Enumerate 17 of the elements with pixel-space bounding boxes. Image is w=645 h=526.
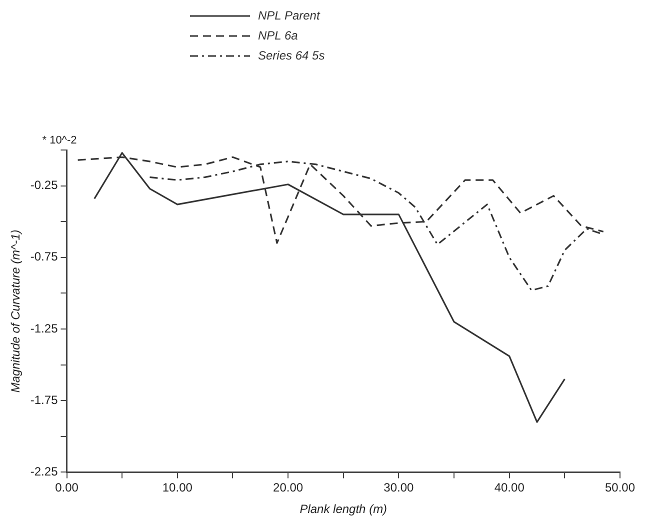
legend-label: NPL 6a xyxy=(258,28,298,42)
y-axis-title: Magnitude of Curvature (m^-1) xyxy=(8,230,23,393)
y-tick-label: -1.75 xyxy=(30,392,58,407)
y-tick-label: -0.75 xyxy=(30,250,58,264)
y-tick-label: -1.25 xyxy=(30,321,58,336)
x-tick-label: 50.00 xyxy=(604,480,636,495)
x-tick-label: 10.00 xyxy=(162,480,193,495)
x-tick-label: 20.00 xyxy=(273,480,304,495)
y-tick-label: -0.25 xyxy=(30,178,58,192)
y-tick-label: -2.25 xyxy=(30,464,58,479)
legend-label: NPL Parent xyxy=(258,8,320,22)
legend-label: Series 64 5s xyxy=(258,48,325,62)
text: * 10^-2 xyxy=(42,134,77,147)
x-tick-label: 40.00 xyxy=(494,480,525,495)
x-axis-title: Plank length (m) xyxy=(300,502,388,516)
x-tick-label: 0.00 xyxy=(55,480,79,495)
x-tick-label: 30.00 xyxy=(384,480,414,495)
